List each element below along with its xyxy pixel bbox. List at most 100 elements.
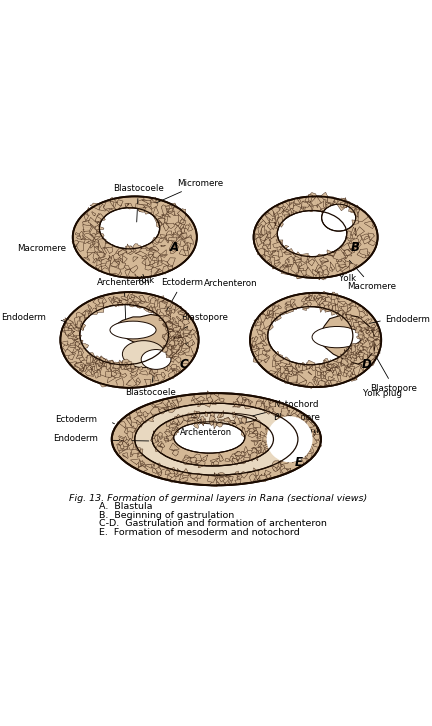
- Polygon shape: [147, 248, 156, 251]
- Polygon shape: [319, 298, 326, 306]
- Polygon shape: [178, 340, 184, 347]
- Polygon shape: [344, 201, 350, 207]
- Polygon shape: [267, 255, 273, 261]
- Polygon shape: [86, 365, 93, 370]
- Polygon shape: [85, 311, 89, 318]
- Polygon shape: [179, 249, 186, 256]
- Polygon shape: [284, 199, 290, 205]
- Polygon shape: [257, 220, 266, 227]
- Polygon shape: [320, 303, 324, 308]
- Polygon shape: [350, 358, 354, 362]
- Polygon shape: [174, 368, 181, 375]
- Polygon shape: [170, 468, 175, 473]
- Polygon shape: [159, 315, 167, 322]
- Polygon shape: [346, 314, 352, 319]
- Polygon shape: [137, 453, 143, 457]
- Polygon shape: [168, 331, 176, 337]
- Polygon shape: [228, 420, 234, 425]
- Polygon shape: [131, 364, 134, 369]
- Polygon shape: [272, 250, 276, 254]
- Polygon shape: [126, 417, 131, 424]
- Polygon shape: [143, 205, 152, 209]
- Polygon shape: [166, 231, 172, 235]
- Polygon shape: [285, 379, 291, 384]
- Polygon shape: [167, 323, 170, 330]
- Polygon shape: [321, 192, 327, 203]
- Polygon shape: [232, 401, 240, 407]
- Polygon shape: [130, 266, 138, 273]
- Polygon shape: [133, 244, 141, 253]
- Polygon shape: [351, 350, 358, 356]
- Polygon shape: [84, 233, 94, 241]
- Polygon shape: [232, 458, 238, 465]
- Polygon shape: [112, 301, 118, 307]
- Polygon shape: [362, 338, 369, 346]
- Polygon shape: [266, 428, 272, 435]
- Polygon shape: [303, 303, 308, 311]
- Polygon shape: [154, 362, 162, 371]
- Polygon shape: [241, 426, 245, 431]
- Polygon shape: [101, 243, 109, 249]
- Polygon shape: [265, 428, 270, 432]
- Polygon shape: [161, 261, 168, 266]
- Polygon shape: [146, 256, 152, 266]
- Polygon shape: [305, 295, 311, 299]
- Polygon shape: [150, 373, 158, 377]
- Polygon shape: [133, 257, 138, 261]
- Polygon shape: [175, 206, 178, 212]
- Polygon shape: [368, 327, 375, 330]
- Polygon shape: [352, 356, 356, 364]
- Polygon shape: [340, 253, 344, 260]
- Polygon shape: [121, 363, 126, 370]
- Polygon shape: [138, 205, 146, 212]
- Polygon shape: [172, 350, 177, 356]
- Polygon shape: [166, 301, 173, 307]
- Polygon shape: [330, 197, 335, 204]
- Polygon shape: [97, 213, 105, 221]
- Polygon shape: [365, 221, 374, 229]
- Text: C-D.  Gastrulation and formation of archenteron: C-D. Gastrulation and formation of arche…: [99, 519, 327, 528]
- Polygon shape: [253, 423, 260, 428]
- Polygon shape: [140, 421, 144, 428]
- Polygon shape: [362, 335, 370, 341]
- Polygon shape: [289, 201, 294, 208]
- Polygon shape: [60, 341, 68, 346]
- Polygon shape: [293, 258, 298, 267]
- Polygon shape: [269, 439, 275, 444]
- Polygon shape: [126, 298, 133, 303]
- Polygon shape: [75, 344, 79, 349]
- Polygon shape: [267, 408, 273, 414]
- Polygon shape: [257, 433, 260, 439]
- Polygon shape: [118, 248, 125, 254]
- Polygon shape: [224, 418, 230, 422]
- Ellipse shape: [267, 416, 313, 462]
- Polygon shape: [377, 328, 379, 333]
- Polygon shape: [175, 326, 181, 330]
- Polygon shape: [137, 420, 142, 425]
- Polygon shape: [273, 241, 283, 248]
- Polygon shape: [282, 417, 287, 421]
- Polygon shape: [356, 346, 364, 354]
- Polygon shape: [111, 372, 117, 376]
- Polygon shape: [210, 400, 216, 405]
- Polygon shape: [305, 267, 314, 277]
- Polygon shape: [241, 472, 248, 478]
- Polygon shape: [263, 313, 266, 319]
- Polygon shape: [340, 354, 347, 357]
- Polygon shape: [171, 345, 179, 354]
- Polygon shape: [176, 335, 179, 338]
- Polygon shape: [95, 264, 102, 269]
- Polygon shape: [157, 217, 165, 222]
- Polygon shape: [99, 383, 107, 387]
- Polygon shape: [190, 473, 199, 479]
- Polygon shape: [298, 421, 305, 428]
- Polygon shape: [174, 473, 179, 477]
- Polygon shape: [260, 341, 267, 346]
- Text: A: A: [170, 241, 179, 254]
- Polygon shape: [172, 400, 179, 407]
- Polygon shape: [168, 208, 176, 216]
- Polygon shape: [229, 456, 233, 462]
- Polygon shape: [338, 375, 341, 382]
- Polygon shape: [80, 364, 84, 370]
- Polygon shape: [310, 206, 313, 212]
